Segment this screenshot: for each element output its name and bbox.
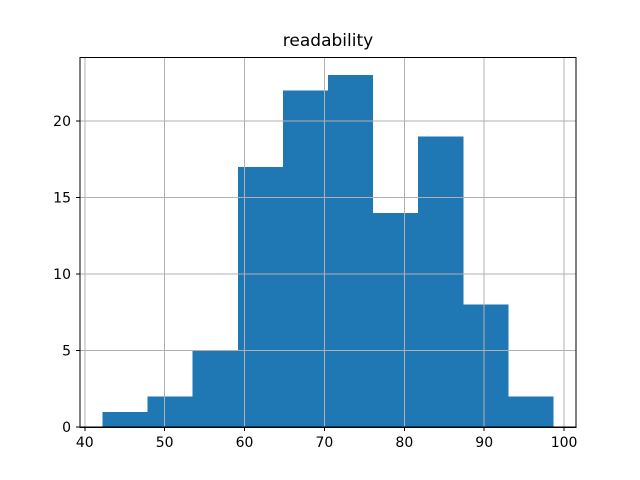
y-tick-label: 10: [53, 267, 71, 283]
histogram-bar: [192, 350, 238, 428]
y-tick-label: 20: [53, 114, 71, 130]
histogram-bar: [102, 411, 148, 428]
y-tick-label: 5: [62, 344, 71, 360]
x-tick-label: 40: [76, 435, 94, 451]
histogram-bar: [463, 304, 509, 428]
x-tick-label: 100: [551, 435, 578, 451]
y-tick-label: 15: [53, 191, 71, 207]
x-tick-label: 50: [156, 435, 174, 451]
x-tick-label: 70: [316, 435, 334, 451]
x-tick-label: 60: [236, 435, 254, 451]
histogram-bar: [508, 396, 554, 428]
histogram-bar: [147, 396, 193, 428]
histogram-bar: [328, 75, 374, 428]
x-tick-label: 90: [475, 435, 493, 451]
y-tick-label: 0: [62, 420, 71, 436]
x-tick-label: 80: [395, 435, 413, 451]
histogram-bar: [418, 136, 464, 428]
histogram-bar: [282, 90, 329, 428]
histogram-bar: [237, 166, 283, 428]
axes-spines: [79, 56, 577, 428]
histogram-bar: [373, 212, 419, 428]
chart-title: readability: [282, 31, 374, 51]
